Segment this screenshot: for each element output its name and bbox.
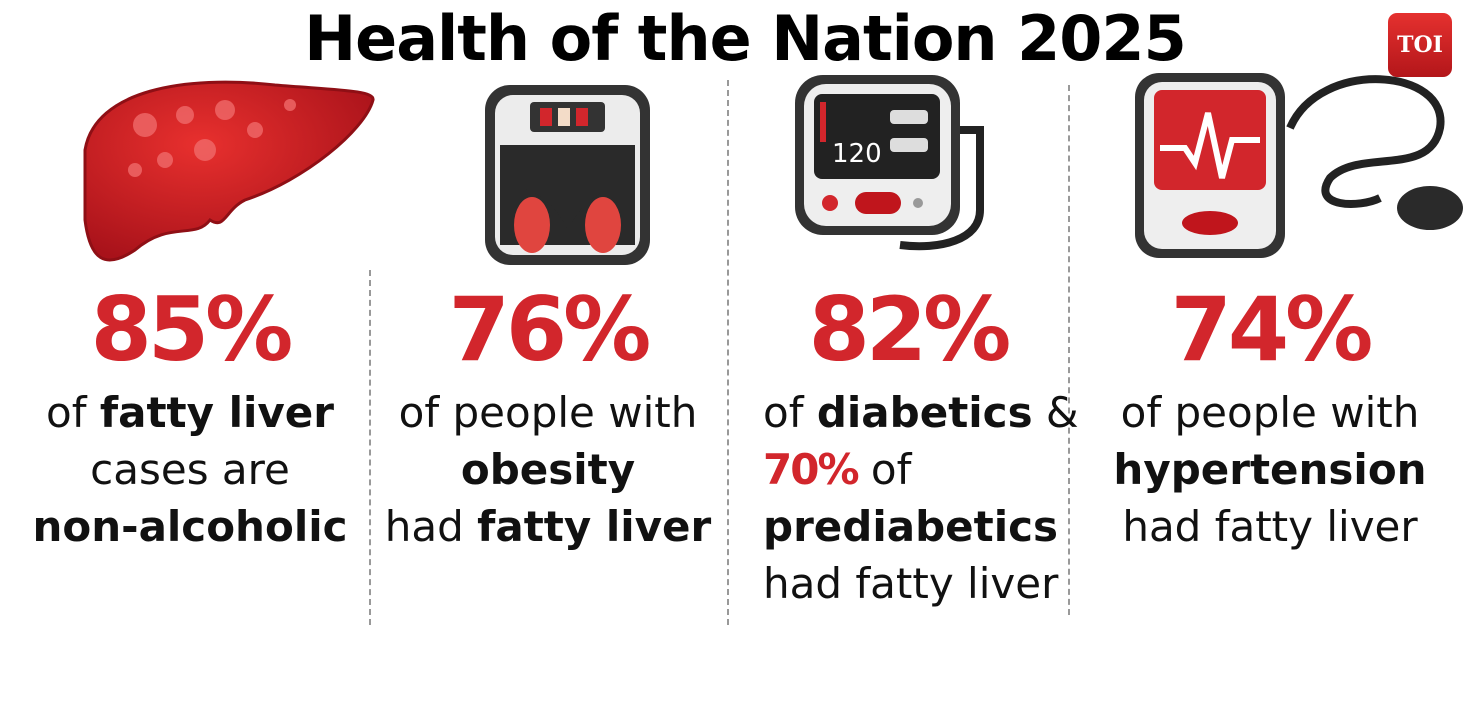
text-bold: hypertension bbox=[1113, 445, 1427, 494]
text: of bbox=[763, 388, 817, 437]
text: of bbox=[857, 445, 912, 494]
stat-fatty-liver-non-alcoholic: 85% of fatty liver cases are non-alcohol… bbox=[10, 280, 370, 555]
stat-description: of people with obesity had fatty liver bbox=[368, 384, 728, 555]
text: had bbox=[384, 502, 478, 551]
stat-obesity: 76% of people with obesity had fatty liv… bbox=[368, 280, 728, 555]
prediabetic-value: 70% bbox=[763, 445, 860, 494]
text-bold: diabetics bbox=[816, 388, 1033, 437]
stat-value: 76% bbox=[448, 278, 652, 381]
text-bold: fatty liver bbox=[477, 502, 712, 551]
toi-logo: TOI bbox=[1388, 13, 1452, 77]
text: of people with bbox=[398, 388, 698, 437]
stat-value: 82% bbox=[808, 278, 1012, 381]
divider bbox=[727, 80, 729, 625]
glucometer-icon: 120 bbox=[795, 75, 984, 251]
text: had fatty liver bbox=[763, 559, 1059, 608]
text: cases are bbox=[90, 445, 290, 494]
stat-value: 85% bbox=[90, 278, 294, 381]
stat-value: 74% bbox=[1170, 278, 1374, 381]
stat-description: of fatty liver cases are non-alcoholic bbox=[10, 384, 370, 555]
text-bold: prediabetics bbox=[763, 502, 1058, 551]
weighing-scale-icon bbox=[485, 85, 650, 265]
stat-description: of people with hypertension had fatty li… bbox=[1090, 384, 1450, 555]
liver-icon bbox=[83, 80, 375, 262]
text-bold: non-alcoholic bbox=[32, 502, 348, 551]
text: of people with bbox=[1120, 388, 1420, 437]
text: had fatty liver bbox=[1122, 502, 1418, 551]
text-bold: fatty liver bbox=[99, 388, 334, 437]
stat-description: of diabetics & 70% of prediabetics had f… bbox=[728, 384, 1088, 612]
divider bbox=[369, 270, 371, 625]
stat-hypertension: 74% of people with hypertension had fatt… bbox=[1090, 280, 1450, 555]
text: & bbox=[1032, 388, 1079, 437]
glucose-reading: 120 bbox=[832, 139, 882, 169]
divider bbox=[1068, 85, 1070, 615]
bp-monitor-icon bbox=[1135, 73, 1463, 258]
page-title: Health of the Nation 2025 bbox=[304, 2, 1186, 75]
text-bold: obesity bbox=[460, 445, 636, 494]
stat-diabetics: 82% of diabetics & 70% of prediabetics h… bbox=[728, 280, 1088, 612]
text: of bbox=[46, 388, 100, 437]
